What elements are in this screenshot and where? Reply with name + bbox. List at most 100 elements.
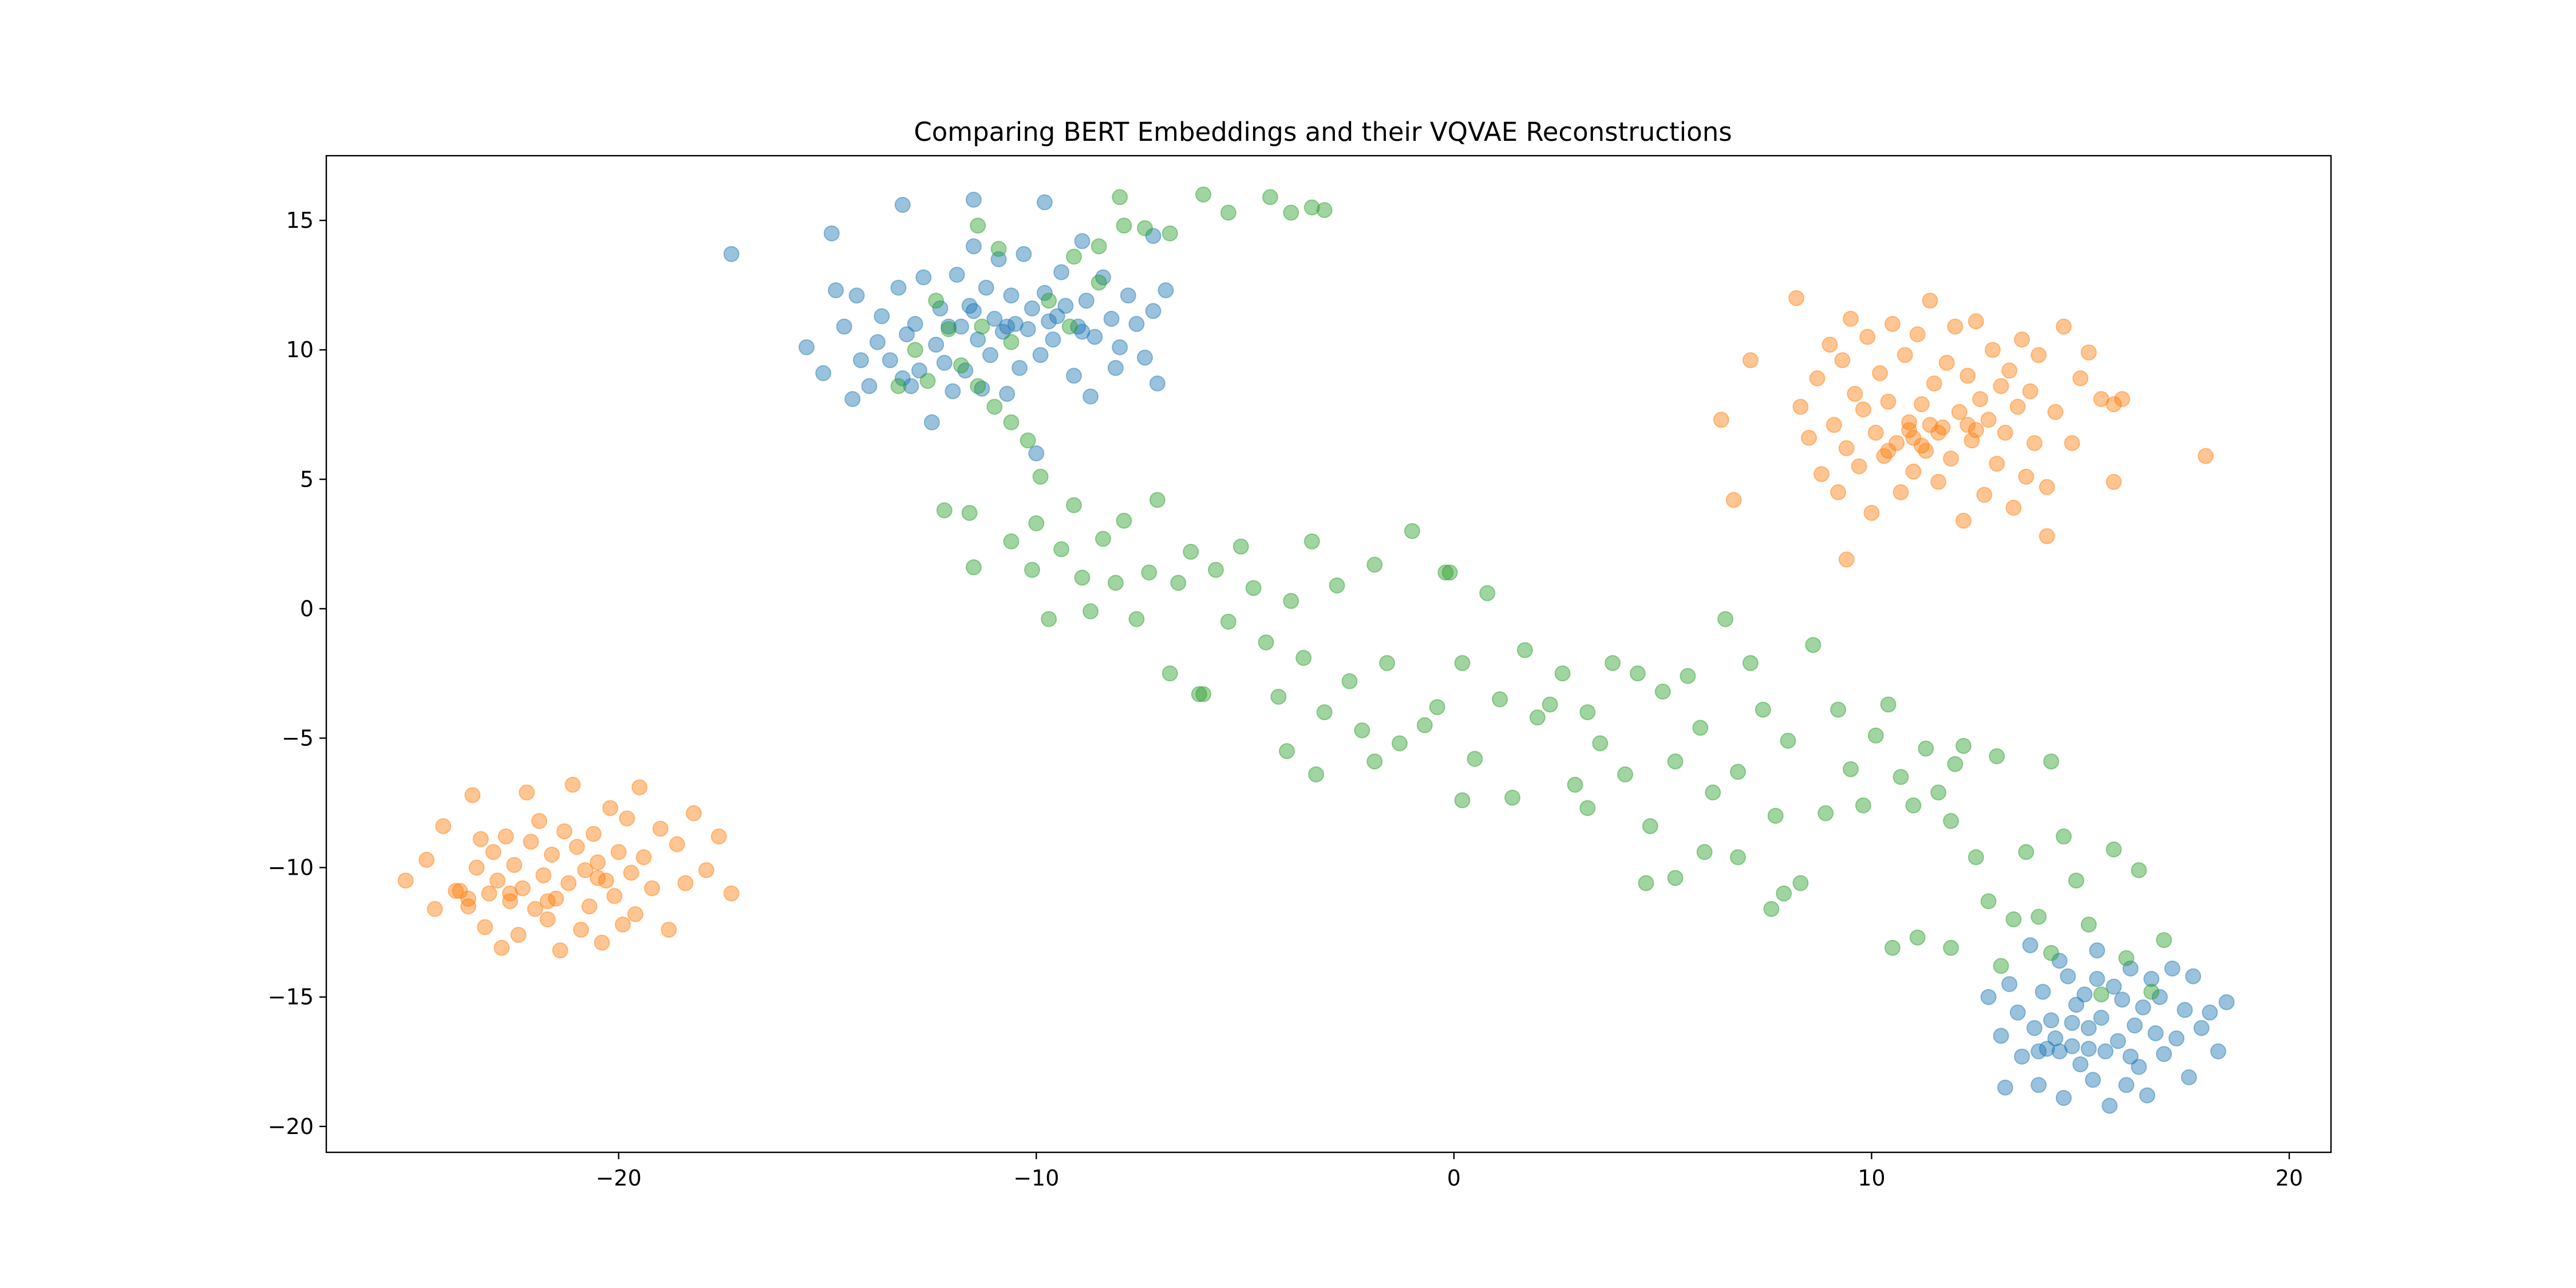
data-point xyxy=(1366,753,1383,770)
data-point xyxy=(1161,225,1178,242)
data-point xyxy=(1145,228,1161,244)
data-point xyxy=(527,900,543,917)
data-point xyxy=(1805,637,1822,653)
data-point xyxy=(1901,414,1918,430)
data-point xyxy=(627,906,643,922)
data-point xyxy=(2093,986,2109,1003)
data-point xyxy=(2043,753,2060,770)
data-point xyxy=(460,898,477,915)
data-point xyxy=(1914,437,1930,454)
data-point xyxy=(953,318,969,335)
data-point xyxy=(1980,412,1997,428)
data-point xyxy=(2068,872,2084,889)
chart-title: Comparing BERT Embeddings and their VQVA… xyxy=(914,117,1732,147)
data-point xyxy=(1897,347,1913,364)
data-point xyxy=(1876,448,1893,464)
data-point xyxy=(1107,359,1124,376)
data-point xyxy=(1149,492,1165,508)
data-point xyxy=(907,315,923,332)
data-point xyxy=(1024,300,1040,317)
data-point xyxy=(1692,720,1709,736)
data-point xyxy=(1295,650,1312,666)
data-point xyxy=(1441,564,1458,581)
data-point xyxy=(1967,313,1984,330)
data-point xyxy=(1128,315,1145,332)
data-point xyxy=(2168,1030,2185,1046)
data-point xyxy=(953,357,969,374)
data-point xyxy=(799,339,815,355)
data-point xyxy=(1922,417,1938,433)
data-point xyxy=(2064,1038,2080,1054)
data-point xyxy=(497,828,514,845)
data-point xyxy=(1103,310,1120,327)
data-point xyxy=(1112,339,1128,355)
data-point xyxy=(1909,929,1926,946)
data-point xyxy=(1149,375,1165,392)
data-point xyxy=(2180,1069,2197,1085)
data-point xyxy=(2147,1025,2164,1041)
data-point xyxy=(452,883,468,899)
data-point xyxy=(644,880,661,896)
data-point xyxy=(2122,960,2139,977)
data-point xyxy=(1826,417,1842,433)
data-point xyxy=(1951,404,1967,420)
data-point xyxy=(1041,293,1057,309)
data-point xyxy=(1930,473,1947,490)
data-point xyxy=(2076,986,2093,1003)
data-point xyxy=(590,854,606,871)
data-point xyxy=(870,334,886,350)
data-point xyxy=(2105,473,2122,490)
data-point xyxy=(961,505,978,521)
data-point xyxy=(894,196,911,213)
data-point xyxy=(1074,323,1091,340)
data-point xyxy=(1922,293,1938,309)
data-point xyxy=(2105,841,2122,858)
data-point xyxy=(1780,733,1796,749)
data-point xyxy=(514,880,531,896)
data-point xyxy=(1366,556,1383,573)
data-point xyxy=(2131,1058,2147,1075)
data-point xyxy=(815,365,832,381)
data-point xyxy=(510,927,527,943)
data-point xyxy=(1755,701,1771,718)
data-point xyxy=(598,872,614,889)
data-point xyxy=(1834,352,1851,369)
data-point xyxy=(1813,466,1830,483)
data-point xyxy=(1930,784,1947,801)
data-point xyxy=(472,831,489,847)
data-point xyxy=(1454,655,1471,671)
data-point xyxy=(890,279,907,296)
data-point xyxy=(2038,1041,2055,1057)
data-point xyxy=(1959,417,1976,433)
data-point xyxy=(1742,655,1759,671)
data-point xyxy=(2051,1043,2068,1060)
data-point xyxy=(2043,1012,2060,1029)
data-point xyxy=(519,784,535,801)
data-point xyxy=(2064,1014,2080,1031)
data-point xyxy=(1730,764,1746,780)
data-point xyxy=(1053,264,1070,280)
data-point xyxy=(1049,308,1065,325)
data-point xyxy=(2085,1072,2101,1088)
data-point xyxy=(1792,398,1809,415)
data-point xyxy=(2185,968,2202,985)
data-point xyxy=(2151,989,2168,1005)
data-point xyxy=(1880,393,1897,410)
data-point xyxy=(548,890,564,907)
data-point xyxy=(1901,422,1918,438)
x-tick-label: 0 xyxy=(1447,1165,1461,1191)
data-point xyxy=(1012,359,1028,376)
data-point xyxy=(2109,1033,2126,1049)
data-point xyxy=(2064,435,2080,451)
data-point xyxy=(1045,331,1061,348)
data-point xyxy=(1245,580,1262,596)
data-point xyxy=(1170,575,1187,591)
data-point xyxy=(1020,321,1036,337)
data-point xyxy=(1993,958,2009,974)
data-point xyxy=(1972,391,1989,408)
data-point xyxy=(949,267,965,283)
data-point xyxy=(2127,1017,2143,1034)
data-point xyxy=(1872,365,1888,381)
data-point xyxy=(1137,349,1153,366)
